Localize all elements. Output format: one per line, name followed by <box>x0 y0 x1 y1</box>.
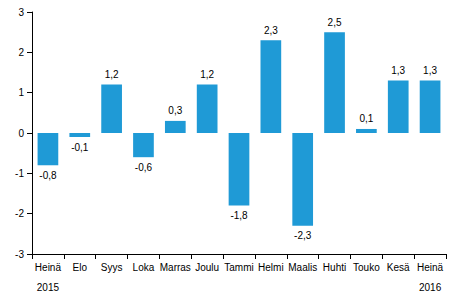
svg-text:-0,1: -0,1 <box>71 142 89 153</box>
svg-text:3: 3 <box>18 7 24 18</box>
svg-text:Elo: Elo <box>73 262 88 273</box>
svg-text:2,5: 2,5 <box>328 17 342 28</box>
svg-text:2: 2 <box>18 47 24 58</box>
svg-text:-3: -3 <box>15 249 24 260</box>
svg-text:-0,6: -0,6 <box>135 162 153 173</box>
svg-text:0,3: 0,3 <box>168 105 182 116</box>
svg-text:1,3: 1,3 <box>391 65 405 76</box>
svg-text:Heinä: Heinä <box>417 262 444 273</box>
svg-text:-0,8: -0,8 <box>39 170 57 181</box>
svg-text:-1: -1 <box>15 168 24 179</box>
svg-text:Joulu: Joulu <box>195 262 219 273</box>
svg-text:0: 0 <box>18 128 24 139</box>
svg-text:Tammi: Tammi <box>224 262 253 273</box>
svg-text:Syys: Syys <box>101 262 123 273</box>
svg-text:-2,3: -2,3 <box>294 230 312 241</box>
svg-text:Maalis: Maalis <box>288 262 317 273</box>
svg-text:Kesä: Kesä <box>387 262 410 273</box>
svg-text:2015: 2015 <box>37 282 60 293</box>
svg-text:-1,8: -1,8 <box>230 210 248 221</box>
svg-text:Huhti: Huhti <box>323 262 346 273</box>
svg-text:2016: 2016 <box>419 282 442 293</box>
svg-text:-2: -2 <box>15 208 24 219</box>
svg-text:Touko: Touko <box>353 262 380 273</box>
svg-text:0,1: 0,1 <box>359 113 373 124</box>
svg-text:2,3: 2,3 <box>264 25 278 36</box>
svg-text:Helmi: Helmi <box>258 262 284 273</box>
svg-text:Loka: Loka <box>133 262 155 273</box>
svg-text:1,3: 1,3 <box>423 65 437 76</box>
svg-text:Marras: Marras <box>160 262 191 273</box>
svg-text:1,2: 1,2 <box>200 69 214 80</box>
svg-text:Heinä: Heinä <box>35 262 62 273</box>
svg-text:1,2: 1,2 <box>105 69 119 80</box>
svg-text:1: 1 <box>18 87 24 98</box>
